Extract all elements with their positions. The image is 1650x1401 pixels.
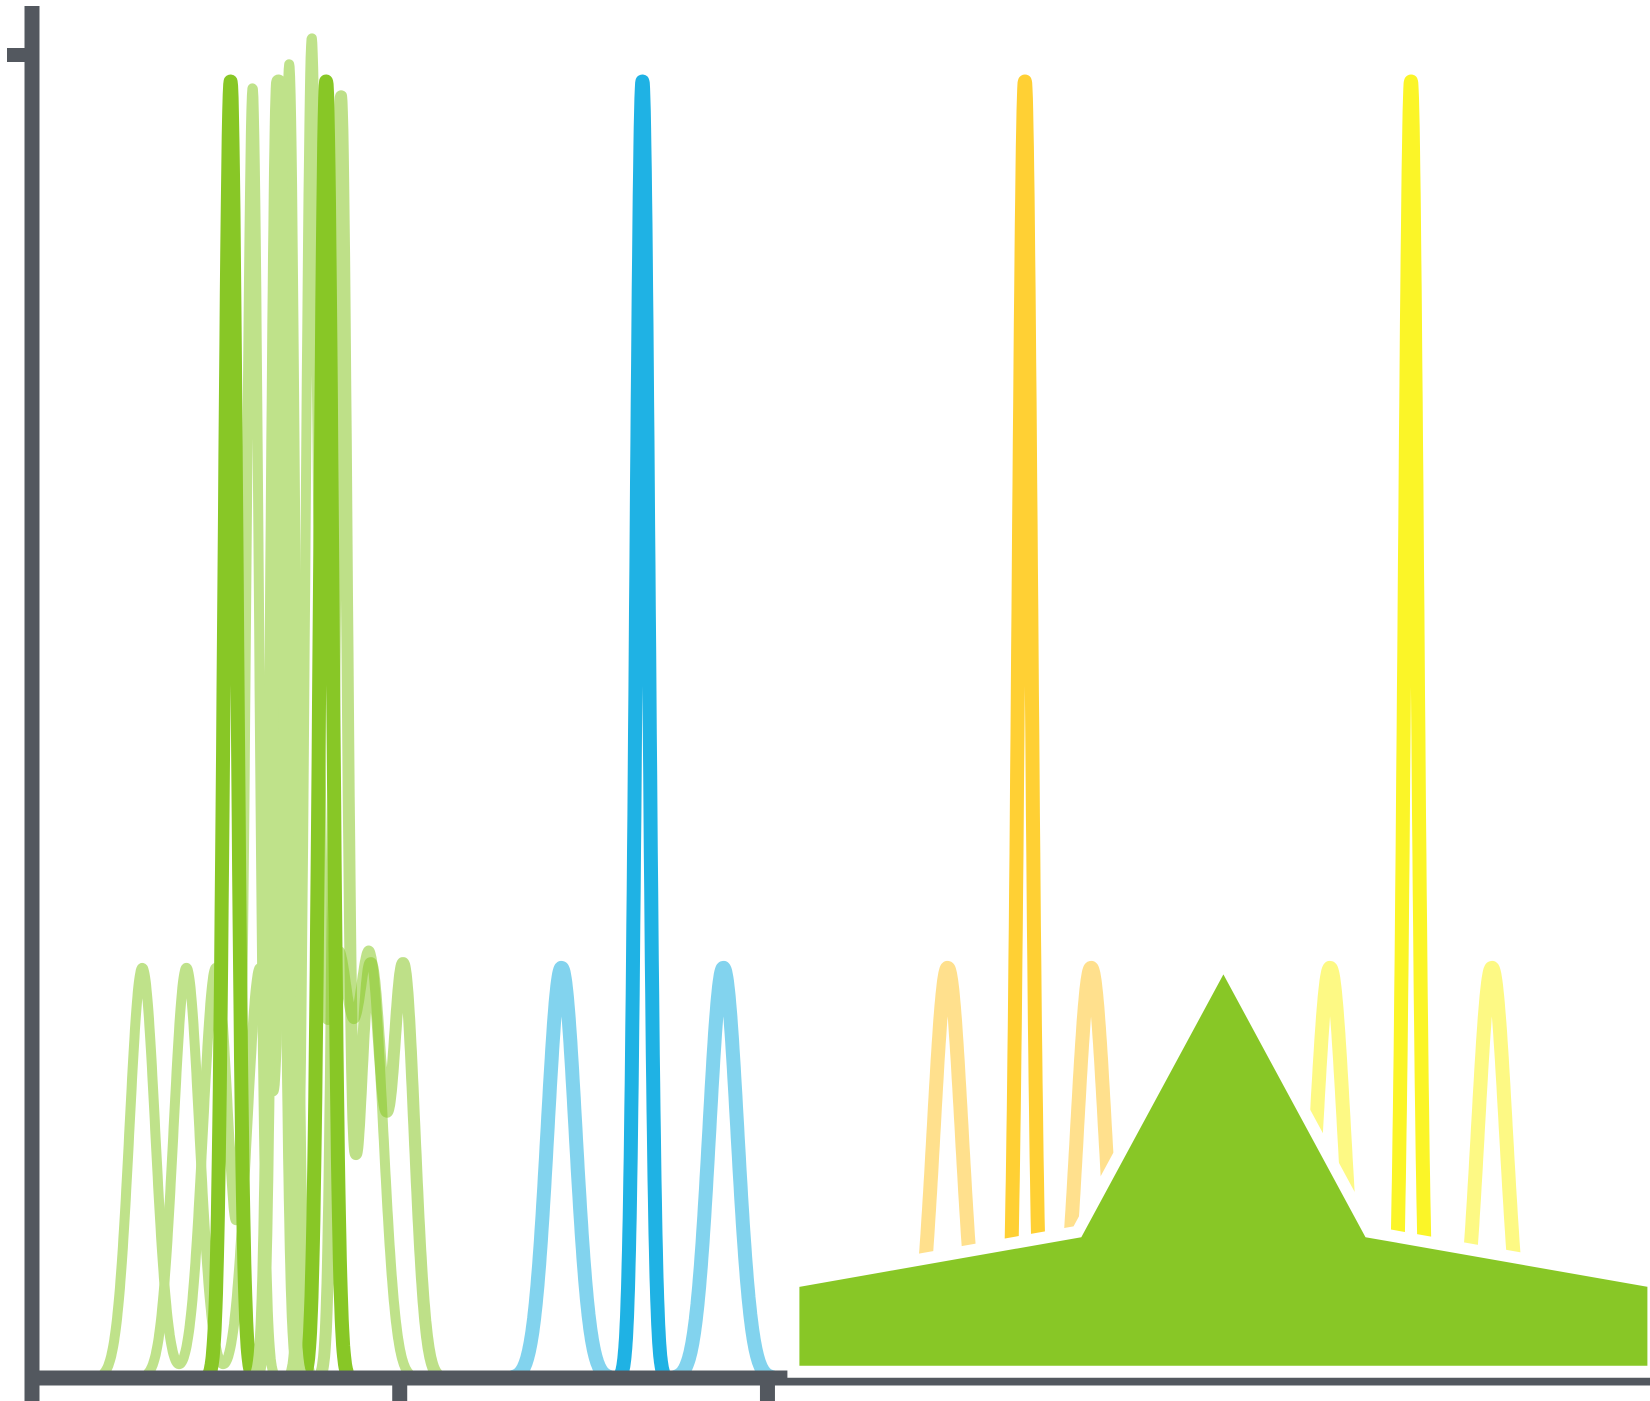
star-marker-icon: [787, 949, 1650, 1378]
series-line-7: [436, 960, 848, 1385]
marker-layer: [787, 949, 1650, 1378]
axes-layer: [7, 6, 1650, 1401]
series-line-8: [517, 74, 768, 1385]
series-layer: [27, 33, 1617, 1385]
